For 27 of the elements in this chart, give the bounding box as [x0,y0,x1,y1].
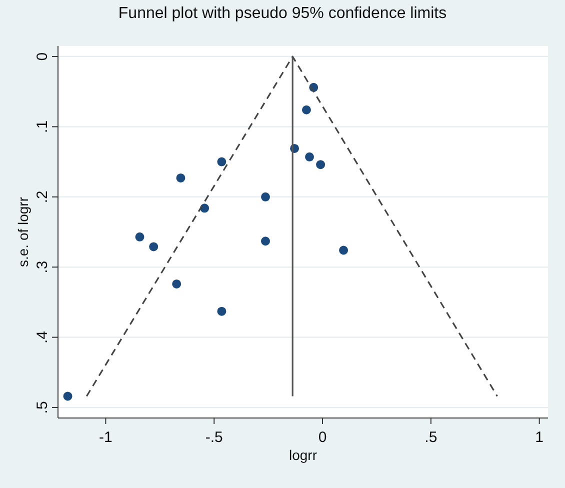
y-tick-label: .3 [34,260,51,274]
x-tick-label: .5 [424,429,438,446]
x-tick-label: 1 [535,429,544,446]
y-tick-label: .5 [34,401,51,414]
chart-title: Funnel plot with pseudo 95% confidence limits [118,5,447,22]
x-tick-label: -1 [99,429,112,446]
y-tick-label: .1 [34,120,51,133]
point [339,246,348,255]
point [260,236,270,246]
y-tick-label: .4 [34,331,51,344]
point [316,160,326,170]
y-tick-label: 0 [34,52,51,61]
point [305,152,314,162]
y-tick-label: .2 [34,190,51,204]
point [217,306,226,316]
x-tick-label: -.5 [205,429,223,446]
point [217,157,226,166]
point [302,105,311,114]
point [172,279,182,288]
point [149,242,158,252]
y-axis-title: s.e. of logrr [15,196,31,268]
x-tick-label: 0 [318,429,327,446]
point [176,173,186,182]
point [135,232,144,242]
point [63,392,72,401]
point [260,192,270,202]
x-axis-title: logrr [288,447,318,463]
